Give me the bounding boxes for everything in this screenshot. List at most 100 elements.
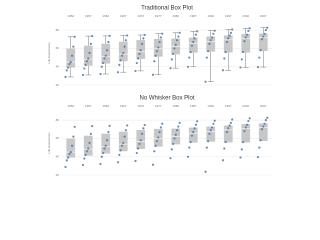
data-point [213, 119, 216, 122]
data-point [178, 31, 181, 34]
data-point [239, 156, 242, 159]
data-point [69, 61, 72, 64]
x-tick-label: 1977 [155, 104, 162, 108]
data-point [139, 49, 142, 52]
data-point [65, 159, 68, 162]
data-point [204, 80, 207, 83]
x-tick-label: 1997 [225, 14, 232, 18]
x-tick-label: 1982 [172, 14, 179, 18]
data-point [73, 35, 76, 38]
data-point [212, 32, 215, 35]
data-point [186, 155, 190, 158]
x-tick-label: 1987 [190, 14, 197, 18]
data-point [70, 144, 74, 147]
box [66, 138, 76, 158]
data-point [102, 61, 105, 65]
box [223, 35, 233, 53]
data-point [157, 46, 160, 49]
x-tick-label: 1972 [137, 14, 144, 18]
data-point [209, 39, 212, 42]
chart-title: Traditional Box Plot [141, 6, 193, 12]
data-point [69, 151, 72, 154]
page: Traditional Box Plot Life Expectancy 20 40 6… [47, 6, 272, 177]
data-point [91, 124, 94, 128]
data-point [172, 52, 175, 56]
data-point [208, 132, 211, 135]
data-point [205, 56, 208, 59]
data-point [245, 123, 249, 126]
data-point [159, 126, 162, 129]
data-point [116, 161, 120, 164]
data-point [210, 36, 214, 39]
data-point [242, 50, 245, 54]
x-tick-label: 1952 [67, 14, 74, 18]
data-point [207, 140, 210, 143]
data-point [151, 163, 155, 166]
x-tick-label: 1957 [85, 104, 92, 108]
data-point [67, 66, 70, 69]
data-point [64, 75, 67, 79]
data-point [174, 133, 177, 136]
data-point [81, 73, 85, 77]
data-point [155, 50, 159, 53]
data-point [172, 142, 175, 146]
y-tick-label: 20 [56, 173, 60, 177]
data-point [140, 132, 144, 135]
data-point [177, 35, 180, 38]
data-point [100, 155, 103, 158]
y-tick-label: 80 [56, 118, 60, 122]
data-point [68, 62, 71, 66]
data-point [89, 42, 92, 45]
data-point [120, 54, 124, 57]
data-point [207, 50, 210, 53]
data-point [258, 146, 261, 149]
data-point [159, 36, 162, 39]
x-tick-label: 2002 [242, 104, 249, 108]
data-point [225, 130, 229, 134]
data-point [143, 123, 146, 127]
data-point [244, 126, 247, 129]
x-tick-label: 1982 [172, 104, 179, 108]
data-point [189, 50, 192, 54]
data-point [196, 120, 199, 123]
data-point [107, 40, 110, 44]
box [241, 33, 251, 53]
data-point [248, 117, 251, 120]
data-point [139, 139, 142, 142]
data-point [103, 147, 106, 150]
x-tick-label: 1962 [102, 14, 109, 18]
data-point [190, 44, 194, 47]
data-point [245, 33, 249, 36]
data-point [231, 118, 234, 121]
data-point [135, 61, 138, 65]
data-point [213, 29, 216, 32]
data-point [264, 119, 267, 122]
data-point [173, 47, 176, 50]
data-point [221, 159, 225, 162]
data-point [260, 128, 264, 131]
box [258, 33, 268, 51]
data-point [104, 144, 107, 147]
data-point [124, 39, 127, 42]
box [223, 125, 233, 143]
data-point [140, 42, 144, 45]
data-point [204, 170, 207, 173]
data-point [262, 35, 265, 38]
data-point [134, 159, 137, 163]
data-point [256, 155, 260, 159]
x-tick-label: 2007 [260, 14, 267, 18]
data-point [157, 136, 160, 139]
data-point [153, 60, 156, 63]
data-point [263, 122, 266, 125]
x-tick-label: 1962 [102, 104, 109, 108]
data-point [228, 34, 231, 37]
data-point [192, 40, 195, 44]
box [188, 127, 198, 143]
box [66, 48, 76, 68]
data-point [137, 147, 140, 150]
data-point [208, 42, 211, 45]
x-tick-label: 1967 [120, 14, 127, 18]
data-point [85, 60, 89, 63]
data-point [221, 69, 225, 72]
data-point [118, 153, 121, 156]
